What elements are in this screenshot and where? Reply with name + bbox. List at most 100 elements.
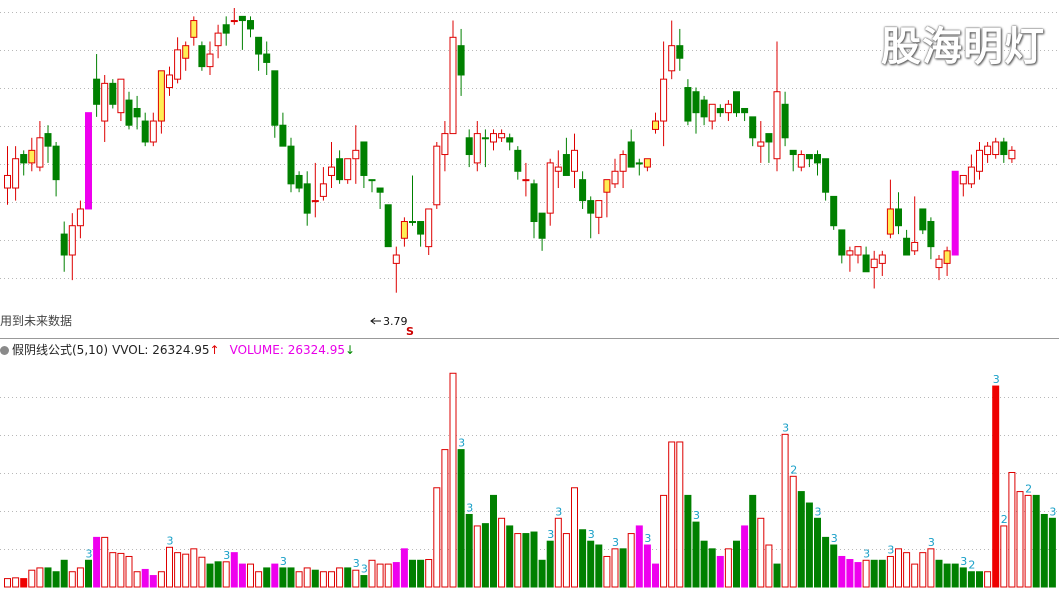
candle-body bbox=[441, 133, 449, 156]
candle-body bbox=[76, 208, 84, 227]
volume-bar bbox=[716, 555, 724, 588]
volume-signal-label: 3 bbox=[86, 547, 93, 560]
candle-body bbox=[101, 82, 109, 122]
candle-body bbox=[417, 221, 425, 235]
volume-bar bbox=[943, 563, 951, 588]
volume-bar bbox=[1016, 491, 1024, 588]
indicator-bar[interactable]: 假阴线公式(5,10) VVOL: 26324.95↑ VOLUME: 26324.… bbox=[0, 341, 355, 358]
candle-body bbox=[797, 154, 805, 168]
volume-signal-label: 2 bbox=[1001, 513, 1008, 526]
volume-bar bbox=[911, 563, 919, 588]
volume-bar bbox=[68, 571, 76, 588]
volume-bar bbox=[652, 563, 659, 588]
candle-body bbox=[635, 162, 643, 165]
volume-bar bbox=[384, 563, 392, 588]
candle-body bbox=[878, 254, 886, 264]
volume-bar bbox=[76, 567, 84, 588]
candle-body bbox=[854, 246, 862, 256]
volume-bar bbox=[579, 529, 587, 588]
candle-body bbox=[579, 179, 587, 202]
candle-body bbox=[927, 221, 935, 248]
candle-body bbox=[814, 154, 821, 164]
candle-body bbox=[498, 133, 506, 139]
candle-body bbox=[68, 225, 76, 256]
candle-body bbox=[919, 208, 927, 231]
volume-bar bbox=[133, 571, 141, 588]
volume-bar bbox=[206, 563, 214, 588]
volume-bar bbox=[271, 563, 279, 588]
volume-bar bbox=[409, 559, 416, 588]
volume-bar bbox=[903, 552, 911, 588]
volume-signal-label: 3 bbox=[555, 505, 562, 518]
candle-body bbox=[109, 82, 117, 105]
volume-bar bbox=[52, 571, 60, 588]
candle-body bbox=[1008, 149, 1016, 160]
volume-signal-label: 3 bbox=[928, 536, 935, 549]
candle-body bbox=[279, 124, 287, 147]
volume-bar bbox=[400, 548, 408, 588]
volume-bar bbox=[368, 559, 376, 588]
volume-bar bbox=[959, 567, 967, 588]
volume-bar bbox=[927, 548, 935, 588]
volume-signal-label: 3 bbox=[612, 536, 619, 549]
volume-signal-label: 3 bbox=[361, 563, 368, 576]
arrow-down-icon: ↓ bbox=[344, 343, 356, 357]
volume-bar bbox=[417, 559, 425, 588]
candle-body bbox=[789, 149, 797, 156]
volume-bar bbox=[530, 531, 538, 588]
candle-body bbox=[400, 221, 408, 239]
indicator-name[interactable]: 假阴线公式(5,10) bbox=[12, 343, 109, 357]
volume-bar bbox=[117, 552, 125, 588]
candle-body bbox=[125, 99, 133, 126]
volume-bar bbox=[789, 475, 797, 588]
candle-body bbox=[967, 166, 975, 185]
volume-signal-label: 3 bbox=[887, 543, 894, 556]
candle-body bbox=[44, 133, 52, 147]
volume-bar bbox=[838, 555, 846, 588]
volume-bar bbox=[846, 559, 854, 588]
candle-body bbox=[984, 145, 992, 156]
candlestick-series bbox=[4, 8, 1016, 293]
candle-body bbox=[449, 36, 457, 135]
candle-body bbox=[562, 154, 570, 176]
volume-bar bbox=[392, 562, 400, 588]
volume-grid bbox=[0, 397, 1059, 550]
candle-body bbox=[652, 120, 659, 130]
volume-bar bbox=[773, 563, 781, 588]
volume-bar bbox=[490, 494, 497, 588]
volume-bar bbox=[166, 546, 173, 588]
candle-body bbox=[255, 36, 263, 55]
candle-body bbox=[522, 179, 530, 182]
volume-bar bbox=[538, 559, 546, 588]
volume-value: VOLUME: 26324.95 bbox=[229, 343, 345, 357]
indicator-dot-icon[interactable] bbox=[0, 346, 9, 355]
volume-bar bbox=[992, 385, 1000, 588]
candle-body bbox=[773, 91, 781, 160]
candle-body bbox=[595, 200, 603, 218]
candle-body bbox=[514, 149, 522, 172]
volume-signal-label: 3 bbox=[588, 528, 595, 541]
candle-body bbox=[935, 258, 943, 269]
volume-bar bbox=[724, 548, 732, 588]
volume-bar bbox=[214, 561, 222, 588]
candle-body bbox=[409, 221, 416, 224]
volume-bar bbox=[1024, 494, 1032, 588]
volume-bar bbox=[425, 559, 433, 588]
volume-bar bbox=[587, 540, 595, 588]
volume-bar bbox=[441, 449, 449, 588]
volume-bar bbox=[465, 513, 473, 588]
volume-bar bbox=[336, 567, 344, 588]
volume-bar bbox=[870, 559, 878, 588]
volume-bar bbox=[862, 559, 870, 588]
candle-body bbox=[133, 107, 141, 118]
candle-body bbox=[230, 20, 238, 23]
candle-body bbox=[1000, 141, 1008, 156]
volume-bar bbox=[830, 544, 838, 588]
volume-signal-label: 3 bbox=[960, 555, 967, 568]
volume-bar bbox=[125, 555, 133, 588]
volume-bar bbox=[1000, 525, 1008, 588]
candle-body bbox=[603, 179, 611, 193]
volume-bar bbox=[473, 525, 481, 588]
candle-body bbox=[943, 250, 951, 264]
